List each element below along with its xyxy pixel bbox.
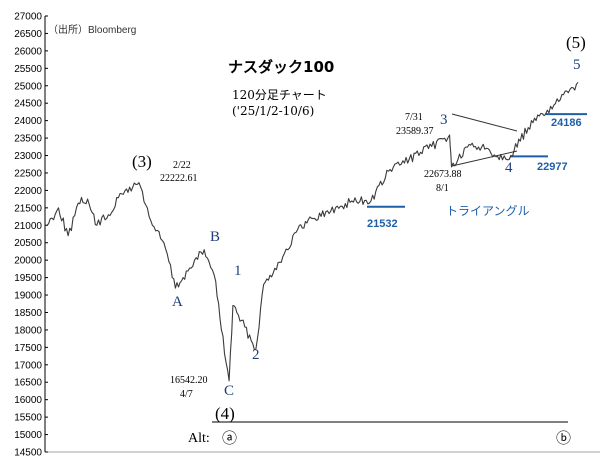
y-tick-label: 19500 [14, 273, 42, 284]
y-tick-label: 19000 [14, 291, 42, 302]
sub-wave-5-label: 5 [573, 57, 581, 73]
wave-A-label: A [172, 294, 183, 310]
wave-3-label: (3) [132, 152, 152, 171]
jul-value-label: 23589.37 [396, 126, 434, 137]
y-tick-label: 18500 [14, 308, 42, 319]
triangle-upper-line [451, 113, 518, 132]
alt-a-label: ⓐ [222, 430, 237, 447]
price-series-line [46, 81, 579, 382]
aug-value-label: 22673.88 [424, 169, 462, 180]
wave-B-label: B [210, 229, 220, 245]
y-tick-label: 20500 [14, 238, 42, 249]
low-value-label: 16542.20 [170, 375, 208, 386]
sub-wave-1-label: 1 [234, 263, 242, 279]
level-label-24186: 24186 [551, 117, 582, 129]
y-tick-label: 26500 [14, 29, 42, 40]
y-tick-label: 18000 [14, 325, 42, 336]
y-tick-label: 24500 [14, 99, 42, 110]
alt-label: Alt: [188, 431, 210, 446]
chart-subtitle-2: ('25/1/2-10/6) [232, 104, 314, 118]
y-tick-labels: 14500 15000 15500 16000 16500 17000 17500 18000… [14, 12, 48, 459]
y-tick-label: 20000 [14, 256, 42, 267]
source-label: （出所）Bloomberg [48, 23, 136, 36]
y-tick-label: 26000 [14, 46, 42, 57]
y-tick-label: 15000 [14, 430, 42, 441]
y-tick-label: 17000 [14, 360, 42, 371]
y-tick-label: 14500 [14, 448, 42, 459]
sub-wave-3-label: 3 [440, 112, 448, 128]
level-label-21532: 21532 [367, 218, 398, 230]
peak-date-label: 2/22 [173, 160, 191, 171]
sub-wave-4-label: 4 [505, 160, 513, 176]
chart-title: ナスダック100 [228, 58, 334, 76]
low-date-label: 4/7 [180, 389, 193, 400]
jul-date-label: 7/31 [405, 112, 423, 123]
level-label-22977: 22977 [537, 161, 568, 173]
y-tick-label: 21500 [14, 203, 42, 214]
y-tick-label: 21000 [14, 221, 42, 232]
y-tick-label: 22000 [14, 186, 42, 197]
y-tick-label: 25000 [14, 81, 42, 92]
y-tick-label: 25500 [14, 64, 42, 75]
y-tick-label: 27000 [14, 12, 42, 23]
y-tick-label: 16000 [14, 395, 42, 406]
y-tick-label: 15500 [14, 413, 42, 424]
level-lines: 21532 22977 24186 [367, 113, 587, 230]
y-tick-label: 23500 [14, 134, 42, 145]
peak-value-label: 22222.61 [160, 173, 198, 184]
wave-5-label: (5) [566, 33, 586, 52]
triangle-lower-line [451, 150, 518, 167]
wave-4-label: (4) [215, 404, 235, 423]
triangle-label: トライアングル [446, 204, 530, 218]
y-tick-label: 22500 [14, 168, 42, 179]
y-tick-label: 23000 [14, 151, 42, 162]
y-tick-label: 16500 [14, 378, 42, 389]
sub-wave-2-label: 2 [252, 347, 260, 363]
y-tick-label: 24000 [14, 116, 42, 127]
wave-C-label: C [224, 383, 234, 399]
alt-b-label: ⓑ [556, 430, 571, 447]
chart-subtitle-1: 120分足チャート [232, 88, 327, 102]
aug-date-label: 8/1 [436, 183, 449, 194]
y-tick-label: 17500 [14, 343, 42, 354]
